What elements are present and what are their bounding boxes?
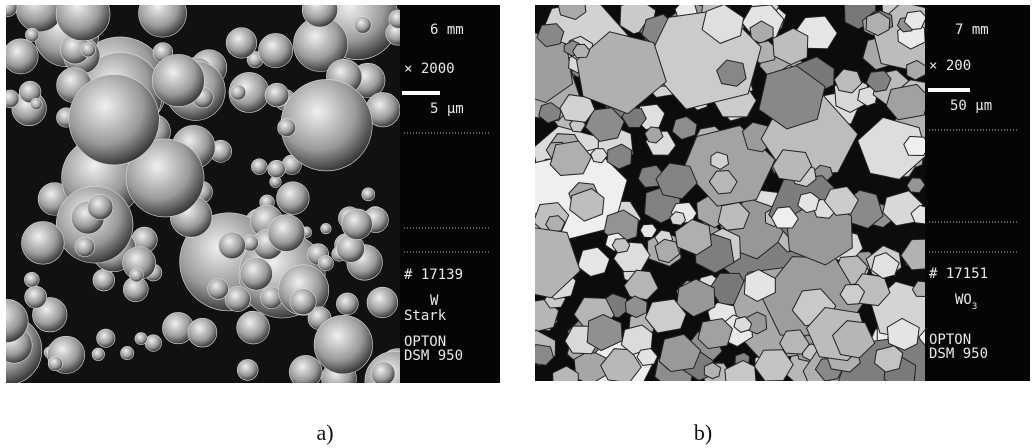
grain [290,289,316,315]
grain [278,119,296,137]
grain [277,182,310,215]
sample: W [430,293,439,309]
grain [354,17,371,34]
working-distance: 7 mm [955,22,989,38]
grain [362,188,375,201]
instrument: DSM 950 [404,348,463,364]
grain [219,232,246,259]
grain [75,237,95,257]
grain [237,359,258,380]
formula-subscript: 3 [972,302,977,312]
grain [367,287,398,318]
grain [152,54,204,106]
scale-label: 5 µm [430,101,464,117]
grain [121,346,134,359]
grain [97,329,115,347]
grain [135,333,147,345]
grain [240,258,272,290]
grain [259,33,293,67]
grain [88,194,113,219]
grain [93,269,115,291]
grain [3,39,38,74]
grain [145,335,162,352]
grain [289,355,322,388]
magnification: × 2000 [404,61,455,77]
grain [48,356,62,370]
grain [230,85,245,100]
grain [371,362,395,386]
grain [237,311,270,344]
image-number: # 17151 [929,266,988,282]
instrument: DSM 950 [929,346,988,362]
grain [25,28,38,41]
grain [69,74,159,164]
grain [25,286,47,308]
grain [31,98,43,110]
grain [24,272,39,287]
grain [188,318,217,347]
grain [265,83,289,107]
caption: b) [694,420,712,445]
grain [698,319,732,349]
grain [251,159,267,175]
grain [1,90,19,108]
grain [81,42,96,57]
grain [208,279,229,300]
grain [268,160,286,178]
caption: a) [316,420,333,445]
grain [92,348,105,361]
grain [22,222,65,265]
scale-label: 50 µm [950,98,992,114]
grain [342,209,373,240]
formula-base: WO [955,292,972,308]
grain [318,256,333,271]
grain [225,286,250,311]
sample: Stark [404,308,447,324]
figure: 6 mm × 2000 5 µm # 17139 W Stark OPTON D… [0,0,1036,448]
grain [321,223,331,233]
grain [130,268,144,282]
grain [336,293,358,315]
grain [268,215,305,252]
magnification: × 200 [929,58,971,74]
image-number: # 17139 [404,267,463,283]
grain [314,315,372,373]
grain [226,28,257,59]
working-distance: 6 mm [430,22,464,38]
